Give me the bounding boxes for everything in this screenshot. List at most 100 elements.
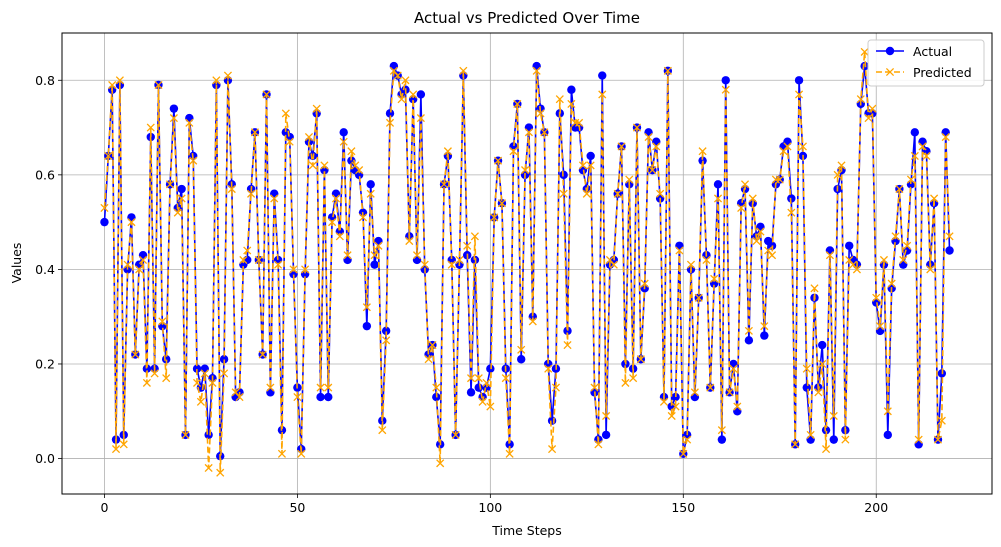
predicted-point [694, 293, 703, 302]
predicted-point [625, 175, 634, 184]
predicted-point [235, 393, 244, 402]
predicted-point [910, 151, 919, 160]
predicted-point [829, 411, 838, 421]
predicted-point [154, 80, 163, 90]
actual-point [127, 213, 136, 222]
legend-predicted-label: Predicted [913, 65, 972, 80]
predicted-point [783, 142, 792, 151]
predicted-point [100, 203, 109, 213]
predicted-point [906, 175, 916, 184]
predicted-point [930, 194, 939, 203]
actual-point [177, 184, 186, 194]
predicted-point [872, 293, 881, 302]
actual-point [385, 109, 395, 118]
actual-point [185, 113, 194, 123]
predicted-point [412, 251, 422, 260]
predicted-point [864, 114, 873, 123]
predicted-point [150, 369, 159, 378]
chart-title: Actual vs Predicted Over Time [414, 9, 640, 27]
predicted-point [933, 435, 943, 444]
predicted-point [686, 260, 696, 269]
predicted-point [721, 85, 730, 94]
predicted-point [420, 260, 429, 269]
actual-point [918, 137, 927, 146]
predicted-point [289, 265, 298, 274]
series-predicted-line [103, 51, 951, 473]
predicted-point [555, 95, 564, 104]
predicted-point [683, 435, 692, 444]
actual-point [466, 388, 476, 397]
actual-point [524, 123, 534, 132]
predicted-point [629, 374, 638, 383]
predicted-point [324, 383, 333, 392]
predicted-point [254, 255, 263, 265]
predicted-point [602, 411, 611, 421]
actual-point [532, 61, 541, 71]
predicted-point [304, 132, 314, 142]
predicted-point [478, 397, 487, 406]
predicted-point [713, 194, 723, 203]
predicted-point [212, 76, 221, 85]
predicted-point [521, 166, 530, 175]
actual-point [204, 430, 213, 440]
predicted-point [806, 430, 815, 439]
predicted-point [158, 317, 167, 326]
predicted-point [578, 161, 588, 170]
actual-point [875, 326, 885, 336]
predicted-point [548, 445, 557, 454]
actual-point [331, 189, 341, 198]
actual-point [794, 76, 804, 85]
predicted-point [266, 383, 275, 392]
predicted-point [868, 104, 877, 113]
predicted-point [895, 184, 904, 194]
y-tick-label: 0.0 [35, 451, 55, 466]
y-axis: 0.0 0.2 0.4 0.6 0.8 [35, 73, 62, 466]
predicted-point [841, 435, 850, 444]
predicted-point [316, 383, 325, 392]
predicted-point [613, 189, 622, 198]
actual-point [744, 336, 754, 345]
predicted-point [737, 203, 746, 213]
predicted-point [328, 218, 337, 227]
actual-point [474, 383, 483, 392]
predicted-point [366, 189, 375, 198]
predicted-point [104, 151, 113, 160]
actual-point [416, 90, 426, 99]
predicted-point [679, 449, 688, 458]
predicted-point [358, 213, 368, 222]
predicted-point [409, 90, 418, 99]
predicted-point [594, 440, 603, 449]
predicted-point [544, 364, 553, 373]
predicted-point [891, 232, 900, 241]
predicted-point [706, 383, 715, 392]
predicted-point [146, 123, 155, 132]
actual-point [756, 222, 765, 232]
actual-point [343, 255, 352, 265]
predicted-point [752, 236, 761, 246]
predicted-point [119, 440, 128, 449]
predicted-point [378, 426, 387, 435]
predicted-point [744, 326, 753, 335]
x-tick-label: 200 [864, 500, 888, 515]
actual-point [366, 180, 375, 189]
actual-point [818, 340, 827, 350]
actual-point [339, 128, 348, 137]
actual-point [169, 104, 179, 113]
predicted-point [455, 255, 464, 265]
predicted-point [463, 241, 472, 250]
predicted-point [903, 241, 912, 250]
predicted-point [185, 118, 194, 127]
actual-point [652, 137, 661, 146]
predicted-point [656, 189, 665, 198]
predicted-point [652, 142, 661, 151]
predicted-point [493, 156, 503, 165]
predicted-point [293, 393, 302, 402]
predicted-point [108, 80, 117, 90]
actual-point [883, 430, 893, 440]
legend: Actual Predicted [867, 39, 985, 87]
actual-point [219, 355, 229, 364]
predicted-point [648, 166, 657, 175]
predicted-point [621, 378, 630, 387]
predicted-point [690, 388, 699, 397]
